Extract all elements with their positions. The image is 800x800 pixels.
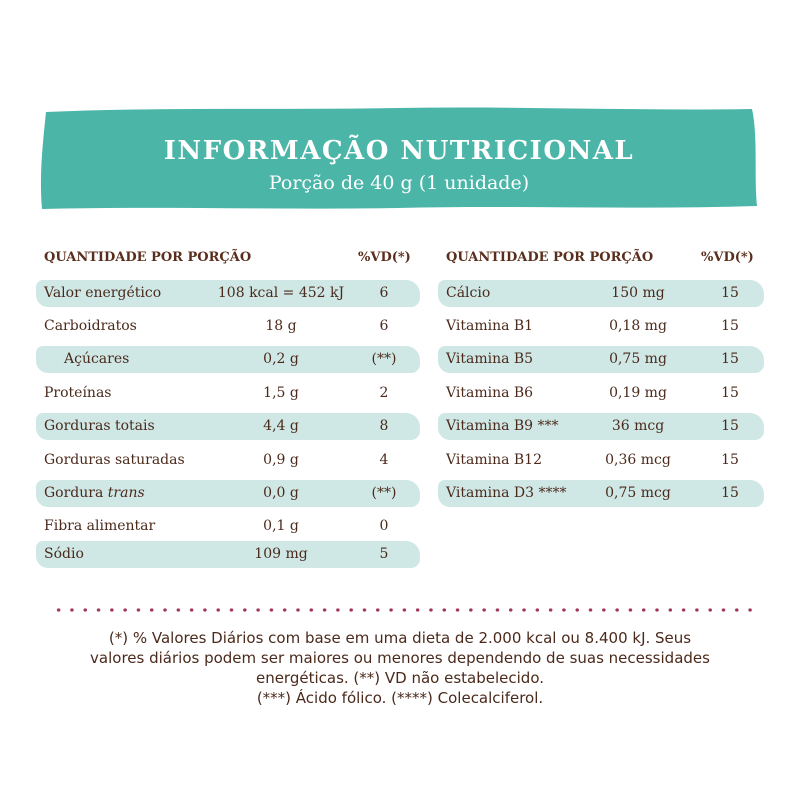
nutrient-name-text: Gordura — [44, 485, 104, 501]
nutrient-name: Carboidratos — [44, 318, 137, 334]
nutrient-amount: 109 mg — [254, 546, 308, 562]
nutrient-amount: 4,4 g — [263, 418, 299, 434]
table-row: Sódio 109 mg 5 — [36, 541, 420, 568]
footnote-line: energéticas. (**) VD não estabelecido. — [255, 669, 545, 687]
nutrient-name-italic: trans — [107, 485, 145, 501]
nutrition-table-right: QUANTIDADE POR PORÇÃO %VD(*) Cálcio 150 … — [438, 248, 764, 507]
nutrient-amount: 0,18 mg — [609, 318, 667, 334]
dotted-divider — [52, 608, 752, 612]
header-vd: %VD(*) — [701, 250, 754, 265]
nutrient-name: Vitamina B1 — [446, 318, 534, 334]
nutrient-name: Gorduras saturadas — [44, 452, 185, 468]
nutrient-amount: 108 kcal = 452 kJ — [217, 285, 345, 301]
nutrient-amount: 0,75 mg — [609, 351, 667, 367]
nutrient-vd: 4 — [379, 452, 389, 468]
table-row: Gorduras saturadas 0,9 g 4 — [36, 447, 420, 474]
footnote-line: valores diários podem ser maiores ou men… — [90, 649, 710, 667]
nutrient-name: Vitamina B5 — [446, 351, 534, 367]
nutrient-amount: 18 g — [265, 318, 297, 334]
banner-subtitle: Porção de 40 g (1 unidade) — [268, 172, 530, 194]
nutrient-amount: 0,0 g — [263, 485, 299, 501]
footnote: (*) % Valores Diários com base em uma di… — [40, 628, 760, 708]
nutrient-vd: 5 — [379, 546, 389, 562]
nutrient-amount: 0,9 g — [263, 452, 299, 468]
nutrient-amount: 1,5 g — [263, 385, 299, 401]
nutrient-amount: 0,75 mcg — [605, 485, 671, 501]
table-header: QUANTIDADE POR PORÇÃO %VD(*) — [438, 248, 764, 272]
nutrient-name: Gorduras totais — [44, 418, 155, 434]
nutrient-vd: 15 — [721, 318, 739, 334]
nutrient-amount: 0,36 mcg — [605, 452, 671, 468]
nutrient-vd: 2 — [379, 385, 389, 401]
nutrient-name: Fibra alimentar — [44, 518, 156, 534]
table-row: Vitamina B6 0,19 mg 15 — [438, 380, 764, 407]
footnote-line: (***) Ácido fólico. (****) Colecalcifero… — [256, 689, 544, 707]
table-row: Açúcares 0,2 g (**) — [36, 346, 420, 373]
nutrient-vd: 15 — [721, 418, 739, 434]
table-row: Valor energético 108 kcal = 452 kJ 6 — [36, 280, 420, 307]
nutrient-amount: 0,2 g — [263, 351, 299, 367]
header-quantity: QUANTIDADE POR PORÇÃO — [446, 250, 654, 265]
table-row: Vitamina B5 0,75 mg 15 — [438, 346, 764, 373]
table-row: Carboidratos 18 g 6 — [36, 313, 420, 340]
nutrient-vd: 15 — [721, 285, 739, 301]
title-banner: INFORMAÇÃO NUTRICIONAL Porção de 40 g (1… — [38, 106, 760, 210]
table-row: Vitamina D3 **** 0,75 mcg 15 — [438, 480, 764, 507]
nutrient-vd: 0 — [379, 518, 389, 534]
header-vd: %VD(*) — [358, 250, 411, 265]
nutrient-name: Vitamina B6 — [446, 385, 534, 401]
nutrient-vd: (**) — [371, 351, 397, 367]
nutrient-vd: (**) — [371, 485, 397, 501]
header-quantity: QUANTIDADE POR PORÇÃO — [44, 250, 252, 265]
table-row: Fibra alimentar 0,1 g 0 — [36, 513, 420, 540]
table-row: Vitamina B1 0,18 mg 15 — [438, 313, 764, 340]
footnote-line: (*) % Valores Diários com base em uma di… — [108, 629, 692, 647]
table-row: Gorduras totais 4,4 g 8 — [36, 413, 420, 440]
banner-shape — [40, 107, 757, 209]
nutrient-name: Valor energético — [44, 285, 162, 301]
nutrient-amount: 0,1 g — [263, 518, 299, 534]
nutrient-amount: 0,19 mg — [609, 385, 667, 401]
nutrient-vd: 8 — [379, 418, 389, 434]
nutrient-vd: 15 — [721, 351, 739, 367]
nutrient-name: Açúcares — [64, 351, 130, 367]
nutrient-name: Gordura trans — [44, 485, 145, 501]
table-row: Cálcio 150 mg 15 — [438, 280, 764, 307]
nutrient-name: Vitamina B12 — [446, 452, 542, 468]
nutrient-vd: 15 — [721, 485, 739, 501]
nutrient-amount: 36 mcg — [611, 418, 665, 434]
table-header: QUANTIDADE POR PORÇÃO %VD(*) — [36, 248, 420, 272]
nutrient-name: Vitamina B9 *** — [446, 418, 559, 434]
table-row: Gordura trans 0,0 g (**) — [36, 480, 420, 507]
nutrient-name: Cálcio — [446, 285, 491, 301]
table-row: Proteínas 1,5 g 2 — [36, 380, 420, 407]
nutrient-vd: 6 — [379, 318, 389, 334]
nutrient-name: Sódio — [44, 546, 84, 562]
nutrient-vd: 6 — [379, 285, 389, 301]
nutrient-name: Vitamina D3 **** — [446, 485, 567, 501]
nutrient-vd: 15 — [721, 452, 739, 468]
table-row: Vitamina B12 0,36 mcg 15 — [438, 447, 764, 474]
nutrient-vd: 15 — [721, 385, 739, 401]
table-row: Vitamina B9 *** 36 mcg 15 — [438, 413, 764, 440]
nutrient-amount: 150 mg — [611, 285, 665, 301]
nutrient-name: Proteínas — [44, 385, 112, 401]
nutrition-table-left: QUANTIDADE POR PORÇÃO %VD(*) Valor energ… — [36, 248, 420, 568]
banner-title: INFORMAÇÃO NUTRICIONAL — [163, 136, 635, 166]
